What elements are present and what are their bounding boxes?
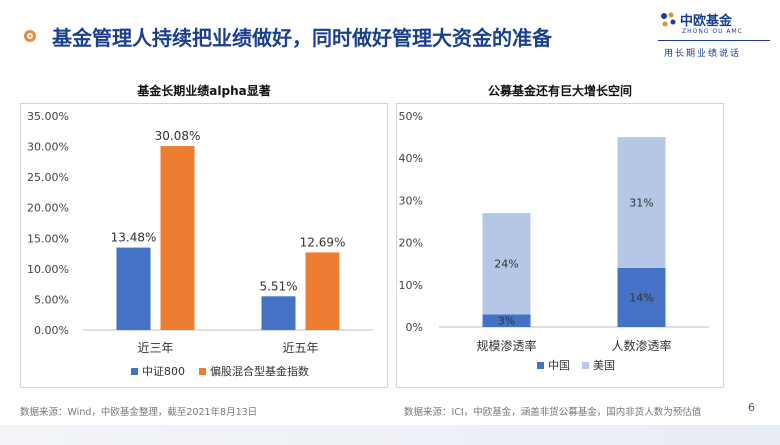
page-number: 6 — [748, 401, 755, 414]
left-chart-title: 基金长期业绩alpha显著 — [137, 84, 271, 98]
left-source-note: 数据来源：Wind，中欧基金整理，截至2021年8月13日 — [20, 407, 258, 418]
left-chart-panel: 0.00% 5.00% 10.00% 15.00% 20.00% 25.00% 30.00%… — [20, 103, 388, 388]
legend-swatch-中证800 — [131, 368, 138, 375]
y-tick-label: 25.00% — [27, 171, 69, 184]
legend-swatch-美国 — [582, 362, 589, 369]
y-tick-label: 40% — [399, 152, 423, 165]
data-label: 13.48% — [111, 231, 157, 245]
x-tick-label: 近五年 — [282, 341, 318, 355]
y-tick-label: 0% — [406, 321, 423, 334]
legend-swatch-中国 — [537, 362, 544, 369]
right-source-note: 数据来源：ICI，中欧基金，涵盖非货公募基金，国内非货人数为预估值 — [404, 407, 702, 418]
y-tick-label: 35.00% — [27, 110, 69, 123]
x-tick-label: 人数渗透率 — [611, 338, 671, 353]
y-tick-label: 30.00% — [27, 141, 69, 154]
y-tick-label: 10.00% — [27, 263, 69, 276]
y-tick-label: 5.00% — [34, 293, 69, 306]
y-tick-label: 0.00% — [34, 324, 69, 337]
bar-偏股混合型基金指数-近三年 — [160, 146, 195, 330]
bar-偏股混合型基金指数-近五年 — [305, 252, 340, 330]
logo-dots-icon — [661, 12, 676, 27]
y-tick-label: 20% — [399, 237, 423, 250]
x-tick-label: 近三年 — [137, 341, 173, 355]
legend-label: 中国 — [548, 359, 570, 372]
data-label: 31% — [629, 197, 653, 210]
legend-label: 中证800 — [142, 365, 185, 378]
right-chart-panel: 0% 10% 20% 30% 40% 50% 3% 24% 规模渗透率 14% 31% 人数渗透率中国… — [396, 103, 724, 388]
right-chart: 0% 10% 20% 30% 40% 50% 3% 24% 规模渗透率 14% 31% 人数渗透率中国… — [399, 110, 709, 372]
data-label: 5.51% — [259, 279, 297, 293]
legend-label: 偏股混合型基金指数 — [210, 364, 309, 378]
title-bullet-icon — [24, 30, 36, 42]
logo-english-name: ZHONG OU AMC — [682, 28, 743, 35]
footer-band — [0, 425, 780, 445]
legend-label: 美国 — [593, 359, 615, 372]
company-logo: 中欧基金 ZHONG OU AMC 用长期业绩说话 — [658, 8, 770, 68]
bar-中证800-近三年 — [116, 247, 151, 330]
data-label: 24% — [494, 258, 518, 271]
bar-美国-人数渗透率 — [617, 137, 666, 268]
bar-中国-规模渗透率 — [482, 314, 531, 327]
data-label: 12.69% — [300, 235, 346, 249]
y-tick-label: 20.00% — [27, 202, 69, 215]
right-chart-title: 公募基金还有巨大增长空间 — [487, 84, 632, 98]
logo-slogan: 用长期业绩说话 — [664, 49, 742, 59]
bar-中国-人数渗透率 — [617, 267, 666, 327]
logo-name: 中欧基金 — [680, 14, 733, 29]
y-tick-label: 10% — [399, 279, 423, 292]
left-chart: 0.00% 5.00% 10.00% 15.00% 20.00% 25.00% 30.00%… — [27, 110, 373, 378]
legend-swatch-偏股混合型基金指数 — [199, 368, 206, 375]
bar-中证800-近五年 — [261, 296, 296, 330]
data-label: 30.08% — [155, 129, 201, 143]
y-tick-label: 30% — [399, 194, 423, 207]
x-tick-label: 规模渗透率 — [476, 338, 536, 353]
page-title: 基金管理人持续把业绩做好，同时做好管理大资金的准备 — [52, 26, 552, 50]
y-tick-label: 50% — [399, 110, 423, 123]
y-tick-label: 15.00% — [27, 232, 69, 245]
data-label: 14% — [629, 291, 653, 304]
bar-美国-规模渗透率 — [482, 213, 531, 315]
logo-divider — [658, 40, 770, 41]
data-label: 3% — [498, 315, 515, 328]
